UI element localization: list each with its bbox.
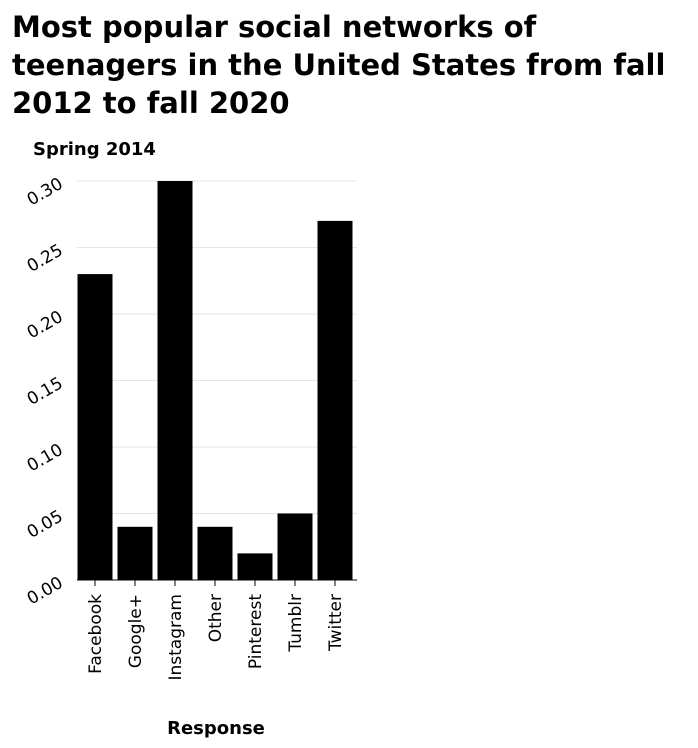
y-tick-label: 0.25 bbox=[24, 241, 67, 277]
bars bbox=[77, 181, 353, 580]
x-tick-label: Facebook bbox=[86, 594, 106, 674]
x-tick-label: Other bbox=[206, 594, 226, 642]
y-tick-label: 0.30 bbox=[24, 174, 67, 210]
bar-tumblr bbox=[277, 513, 313, 580]
chart-title: Most popular social networks of teenager… bbox=[12, 10, 666, 120]
x-tick-labels: Facebook Google+ Instagram Other Pinterest Tu… bbox=[86, 580, 346, 681]
bar-pinterest bbox=[237, 553, 273, 580]
x-tick-label: Twitter bbox=[326, 594, 346, 652]
y-tick-label: 0.00 bbox=[24, 573, 67, 609]
x-tick-label: Tumblr bbox=[286, 594, 306, 653]
bar-google- bbox=[117, 526, 153, 580]
x-axis-title: Response bbox=[167, 718, 265, 739]
y-tick-label: 0.05 bbox=[24, 507, 67, 543]
x-tick-label: Instagram bbox=[166, 594, 186, 681]
y-tick-label: 0.10 bbox=[24, 440, 67, 476]
y-tick-label: 0.20 bbox=[24, 307, 67, 343]
y-tick-label: 0.15 bbox=[24, 374, 67, 410]
grid-lines bbox=[77, 180, 357, 514]
bar-instagram bbox=[157, 181, 193, 580]
x-tick-label: Google+ bbox=[126, 594, 146, 668]
y-tick-labels: 0.00 0.05 0.10 0.15 0.20 0.25 0.30 bbox=[24, 174, 67, 609]
bar-facebook bbox=[77, 274, 113, 580]
x-tick-label: Pinterest bbox=[246, 594, 266, 669]
y-axis-title: Spring 2014 bbox=[33, 139, 156, 160]
bar-twitter bbox=[317, 220, 353, 580]
bar-other bbox=[197, 526, 233, 580]
